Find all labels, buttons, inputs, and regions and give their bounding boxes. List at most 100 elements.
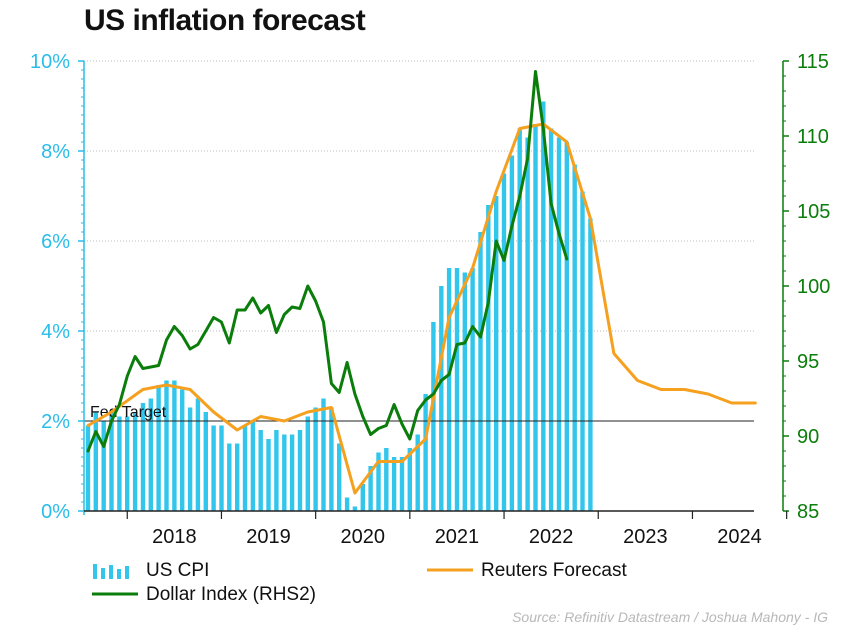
left-axis-tick-label: 6%	[41, 231, 70, 253]
x-axis-tick-label: 2023	[623, 526, 668, 548]
cpi-bar	[439, 286, 444, 511]
cpi-bar	[156, 385, 161, 511]
cpi-bar	[352, 506, 358, 511]
cpi-bar	[180, 389, 185, 511]
legend-dollar-label: Dollar Index (RHS2)	[146, 584, 316, 605]
legend-cpi-swatch	[93, 564, 129, 579]
cpi-bar	[211, 425, 216, 511]
cpi-bar	[227, 443, 232, 511]
fed-target: Fed Target	[84, 404, 754, 422]
cpi-bar	[446, 268, 452, 511]
right-axis-tick-label: 95	[797, 351, 819, 373]
cpi-bar	[337, 443, 342, 511]
cpi-bar	[462, 272, 467, 511]
legend-forecast-swatch	[427, 568, 473, 572]
cpi-bar	[517, 128, 522, 511]
cpi-bar	[478, 232, 483, 511]
cpi-bar	[203, 412, 208, 511]
x-axis-tick-label: 2020	[341, 526, 386, 548]
cpi-bar	[289, 434, 295, 511]
fed-target-label: Fed Target	[90, 404, 167, 421]
right-axis-tick-label: 110	[797, 126, 829, 148]
cpi-bar	[313, 407, 318, 511]
cpi-bar	[235, 443, 240, 511]
cpi-bar	[556, 137, 562, 511]
cpi-bar	[470, 268, 475, 511]
cpi-bar	[140, 403, 146, 511]
cpi-bar	[85, 425, 91, 511]
left-axis-tick-label: 8%	[41, 141, 70, 163]
gridlines	[84, 60, 754, 422]
cpi-bar	[501, 173, 507, 511]
cpi-bar	[172, 380, 177, 511]
cpi-bar	[101, 421, 106, 511]
cpi-bar	[360, 484, 365, 511]
x-axis-tick-label: 2018	[152, 526, 197, 548]
cpi-bar	[195, 398, 201, 511]
cpi-bar	[541, 101, 546, 511]
cpi-bar	[580, 191, 585, 511]
left-axis-tick-label: 0%	[41, 501, 70, 523]
cpi-bar	[250, 421, 256, 511]
cpi-bar	[391, 457, 397, 511]
x-axis-tick-label: 2021	[435, 526, 480, 548]
x-axis-tick-label: 2019	[246, 526, 291, 548]
series-lines	[86, 70, 757, 495]
cpi-bar	[486, 205, 491, 511]
right-axis-tick-label: 90	[797, 426, 819, 448]
cpi-bar	[132, 412, 138, 511]
cpi-bar	[572, 164, 577, 511]
cpi-bar	[148, 398, 153, 511]
source-note: Source: Refinitiv Datastream / Joshua Ma…	[512, 609, 828, 625]
left-axis-tick-label: 10%	[30, 51, 70, 73]
right-axis-tick-label: 100	[797, 276, 830, 298]
cpi-bar	[125, 416, 130, 511]
left-axis-tick-label: 4%	[41, 321, 70, 343]
cpi-bar	[117, 416, 122, 511]
cpi-bar	[368, 466, 373, 511]
cpi-bars	[85, 101, 593, 511]
cpi-bar	[454, 268, 460, 511]
legend-dollar-swatch	[92, 592, 138, 596]
legend-forecast-label: Reuters Forecast	[481, 560, 627, 581]
cpi-bar	[258, 430, 263, 511]
chart-title: US inflation forecast	[84, 4, 366, 37]
x-axis-tick-label: 2022	[529, 526, 574, 548]
cpi-bar	[415, 434, 420, 511]
forecast-line	[86, 122, 757, 495]
cpi-bar	[533, 124, 538, 511]
cpi-bar	[266, 439, 271, 511]
cpi-bar	[274, 430, 279, 511]
cpi-bar	[525, 137, 530, 511]
axes: 0% 2% 4% 6% 8% 10% 85 90 95 100 105 110 115 2018 2019 2…	[30, 51, 830, 548]
legend-cpi-label: US CPI	[146, 560, 210, 581]
cpi-bar	[164, 380, 169, 511]
cpi-bar	[329, 407, 334, 511]
cpi-bar	[384, 448, 389, 511]
cpi-bar	[399, 457, 405, 511]
left-axis-tick-label: 2%	[41, 411, 70, 433]
cpi-bar	[321, 398, 326, 511]
cpi-bar	[219, 425, 224, 511]
cpi-bar	[305, 416, 310, 511]
right-axis-tick-label: 115	[797, 51, 829, 73]
cpi-bar	[109, 412, 114, 511]
cpi-bar	[564, 142, 569, 511]
right-axis-tick-label: 85	[797, 501, 819, 523]
cpi-bar	[431, 322, 436, 511]
cpi-bar	[509, 155, 515, 511]
cpi-bar	[423, 394, 428, 511]
cpi-bar	[93, 412, 98, 511]
cpi-bar	[187, 407, 193, 511]
right-axis-tick-label: 105	[797, 201, 830, 223]
cpi-bar	[297, 430, 303, 511]
dollar-index-line	[86, 70, 569, 453]
cpi-bar	[282, 434, 287, 511]
cpi-bar	[376, 452, 381, 511]
cpi-bar	[588, 218, 593, 511]
cpi-bar	[407, 448, 412, 511]
x-axis-tick-label: 2024	[717, 526, 762, 548]
cpi-bar	[344, 497, 350, 511]
cpi-bar	[242, 425, 248, 511]
